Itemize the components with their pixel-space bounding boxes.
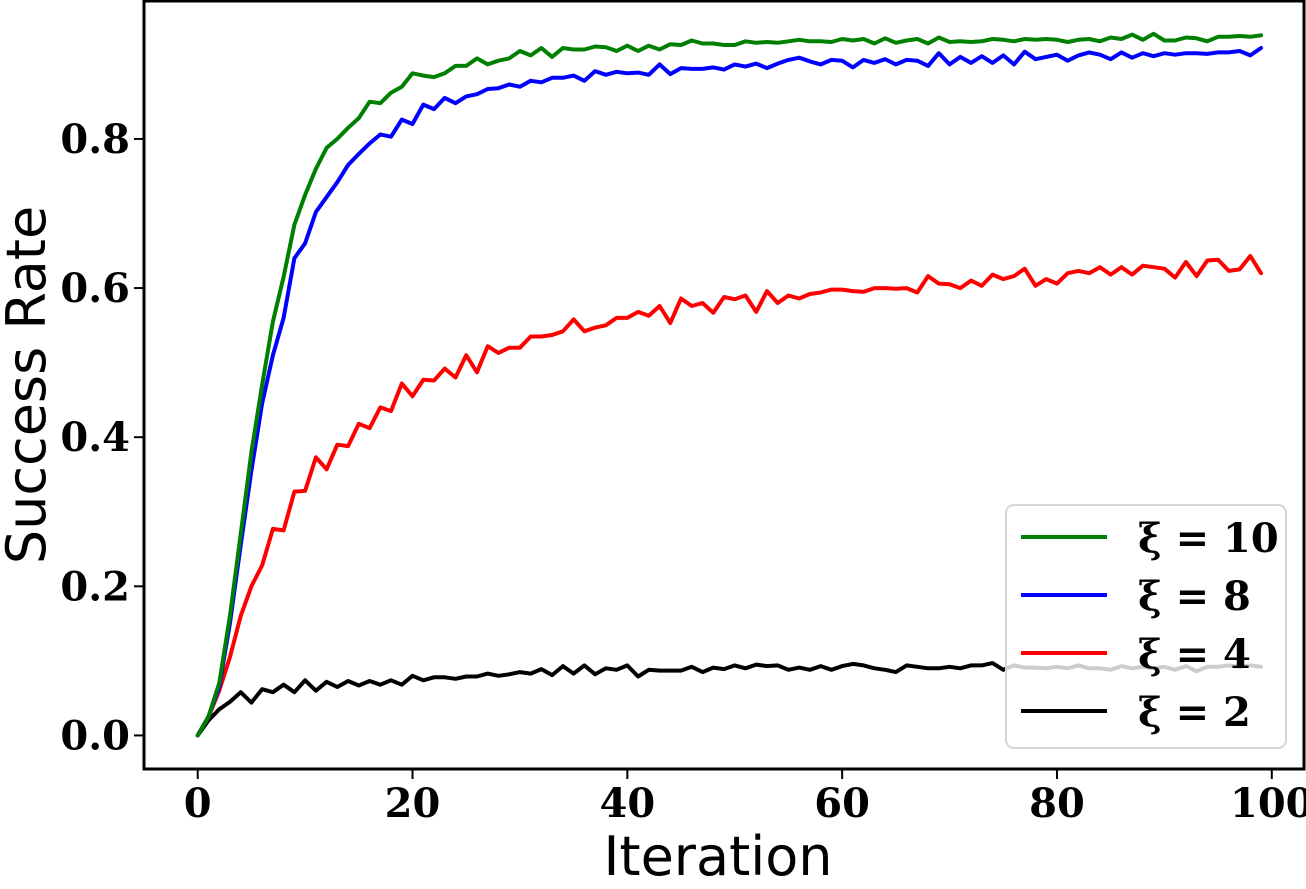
y-tick-label: 0.0 xyxy=(60,712,130,759)
y-axis-title: Success Rate xyxy=(0,206,58,564)
y-tick-label: 0.8 xyxy=(60,116,130,163)
x-tick-label: 60 xyxy=(814,780,870,827)
series-line-2 xyxy=(195,46,1263,738)
x-tick-label: 0 xyxy=(184,780,212,827)
x-tick-label: 40 xyxy=(599,780,655,827)
y-tick-label: 0.6 xyxy=(60,265,130,312)
x-tick-label: 20 xyxy=(385,780,441,827)
x-axis-title: Iteration xyxy=(603,825,832,888)
x-tick-label: 100 xyxy=(1230,780,1306,827)
legend-box xyxy=(1005,504,1287,749)
plot-frame xyxy=(142,0,1306,771)
series-line-3 xyxy=(195,254,1263,738)
legend: ξ = 10 ξ = 8 ξ = 4 ξ = 2 xyxy=(1005,504,1287,749)
legend-label-2: ξ = 8 xyxy=(1138,573,1251,620)
legend-label-1: ξ = 10 xyxy=(1138,515,1279,562)
y-tick-label: 0.4 xyxy=(60,414,130,461)
y-tick-label: 0.2 xyxy=(60,563,130,610)
y-axis-ticks: 0.0 0.2 0.4 0.6 0.8 xyxy=(60,116,144,759)
legend-label-3: ξ = 4 xyxy=(1138,631,1251,678)
series-line-1 xyxy=(195,31,1263,738)
x-tick-label: 80 xyxy=(1029,780,1085,827)
x-axis-ticks: 0 20 40 60 80 100 xyxy=(184,769,1306,827)
legend-label-4: ξ = 2 xyxy=(1138,689,1251,736)
